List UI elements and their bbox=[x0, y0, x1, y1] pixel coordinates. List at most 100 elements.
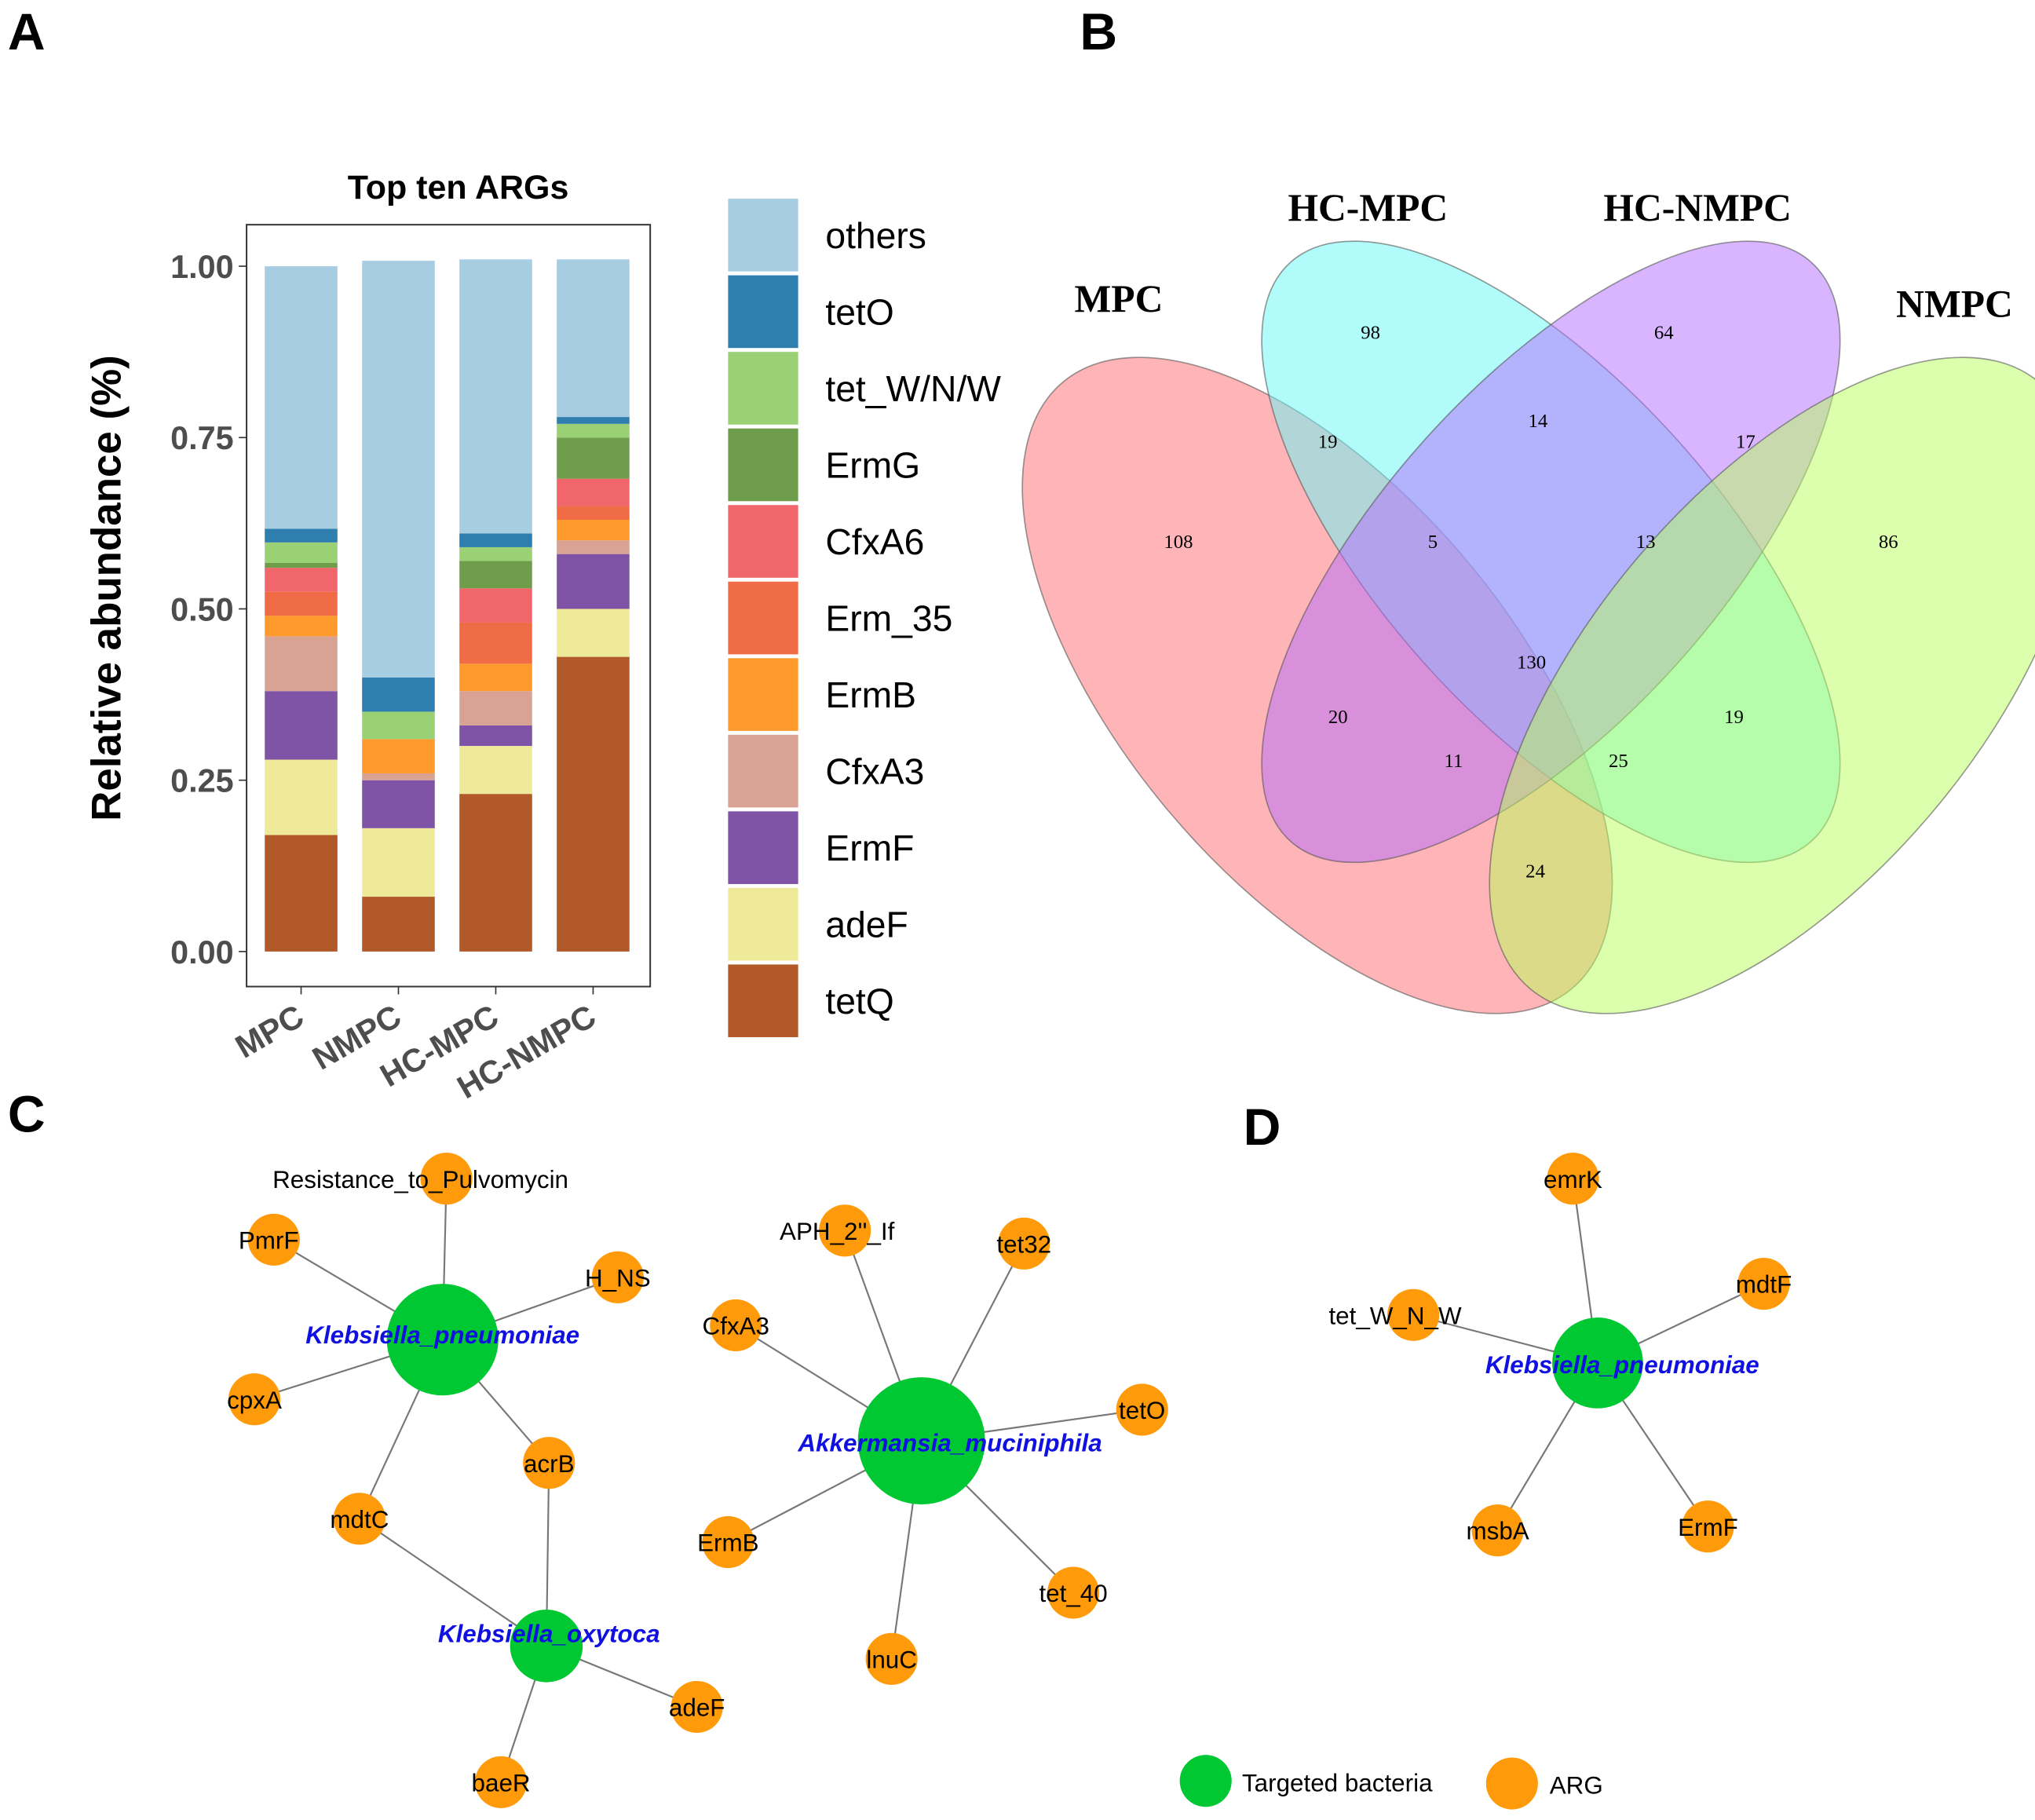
bacteria-node[interactable] bbox=[510, 1610, 583, 1683]
venn-set-label: MPC bbox=[1074, 277, 1163, 320]
arg-node-label: baeR bbox=[472, 1769, 531, 1796]
arg-node[interactable] bbox=[420, 1153, 473, 1205]
venn-region-count: 130 bbox=[1517, 652, 1546, 674]
legend-swatch-CfxA6 bbox=[728, 505, 798, 578]
legend-label: tetQ bbox=[825, 981, 893, 1021]
bar-segment-MPC-ErmF bbox=[265, 691, 338, 760]
venn-region-count: 17 bbox=[1736, 432, 1756, 453]
bar-segment-MPC-others bbox=[265, 266, 338, 529]
arg-node[interactable] bbox=[710, 1299, 762, 1352]
bar-segment-HC-MPC-tetQ bbox=[459, 794, 532, 952]
arg-node[interactable] bbox=[523, 1437, 575, 1489]
arg-node[interactable] bbox=[228, 1373, 281, 1426]
arg-node-label: tet_W_N_W bbox=[1328, 1302, 1462, 1329]
bar-segment-HC-NMPC-tetO bbox=[557, 417, 630, 424]
bar-segment-HC-NMPC-adeF bbox=[557, 608, 630, 657]
network-legend: Targeted bacteria ARG bbox=[1179, 1755, 1603, 1810]
bacteria-node-label: Klebsiella_pneumoniae bbox=[1485, 1351, 1759, 1379]
arg-node[interactable] bbox=[475, 1756, 528, 1808]
legend-swatch-ErmF bbox=[728, 811, 798, 884]
bacteria-legend-marker bbox=[1179, 1755, 1232, 1807]
bacteria-node[interactable] bbox=[386, 1284, 499, 1396]
venn-region-count: 19 bbox=[1724, 707, 1744, 728]
arg-node[interactable] bbox=[591, 1251, 644, 1303]
arg-legend-marker bbox=[1485, 1757, 1538, 1810]
arg-node[interactable] bbox=[670, 1680, 723, 1734]
bar-segment-MPC-tetO bbox=[265, 528, 338, 543]
legend-swatch-ErmB bbox=[728, 658, 798, 731]
arg-node[interactable] bbox=[1547, 1153, 1599, 1205]
bar-segment-HC-MPC-tet_W/N/W bbox=[459, 546, 532, 561]
bar-segment-HC-MPC-ErmF bbox=[459, 725, 532, 747]
bar-segment-HC-NMPC-tet_W/N/W bbox=[557, 423, 630, 438]
arg-node[interactable] bbox=[1737, 1258, 1790, 1310]
y-tick-label: 0.50 bbox=[170, 591, 233, 627]
legend-label: adeF bbox=[825, 905, 908, 945]
bar-segment-HC-NMPC-tetQ bbox=[557, 656, 630, 952]
arg-node[interactable] bbox=[1116, 1383, 1168, 1436]
bar-segment-HC-MPC-CfxA3 bbox=[459, 691, 532, 725]
arg-node[interactable] bbox=[333, 1493, 385, 1545]
bar-segment-HC-NMPC-ErmG bbox=[557, 437, 630, 479]
venn-diagram: MPC HC-MPC HC-NMPC NMPC 108 98 64 86 19 14 17 5 13 13… bbox=[1021, 186, 2035, 1014]
venn-set-NMPC bbox=[1489, 356, 2035, 1014]
bar-segment-HC-MPC-ErmB bbox=[459, 663, 532, 692]
legend-swatch-tetQ bbox=[728, 964, 798, 1037]
stacked-bar-chart: Top ten ARGs Relative abundance (%) 0.00… bbox=[84, 169, 1002, 1106]
venn-region-count: 14 bbox=[1528, 411, 1547, 432]
bar-segment-MPC-tetQ bbox=[265, 835, 338, 952]
arg-node-label: cpxA bbox=[227, 1387, 282, 1414]
legend-swatch-CfxA3 bbox=[728, 734, 798, 808]
arg-node[interactable] bbox=[702, 1515, 754, 1569]
legend-label: others bbox=[825, 215, 926, 256]
venn-region-count: 86 bbox=[1879, 532, 1898, 553]
arg-node-label: msbA bbox=[1467, 1518, 1529, 1545]
legend-label: CfxA3 bbox=[825, 751, 924, 792]
arg-node-label: tet_40 bbox=[1039, 1580, 1107, 1607]
venn-region-count: 98 bbox=[1361, 323, 1380, 344]
bacteria-node[interactable] bbox=[857, 1377, 985, 1505]
arg-node[interactable] bbox=[1387, 1288, 1440, 1341]
bacteria-node-label: Klebsiella_pneumoniae bbox=[305, 1321, 579, 1349]
bar-segment-HC-MPC-tetO bbox=[459, 533, 532, 547]
legend-label: tet_W/N/W bbox=[825, 368, 1001, 409]
bacteria-node-label: Akkermansia_muciniphila bbox=[797, 1429, 1102, 1456]
bar-segment-MPC-ErmB bbox=[265, 616, 338, 637]
venn-region-count: 20 bbox=[1328, 707, 1348, 728]
bar-segment-HC-MPC-adeF bbox=[459, 746, 532, 795]
arg-node[interactable] bbox=[1682, 1500, 1734, 1553]
legend-label: ErmG bbox=[825, 445, 920, 486]
arg-legend-label: ARG bbox=[1550, 1772, 1603, 1800]
bar-segment-HC-MPC-Erm_35 bbox=[459, 622, 532, 664]
arg-node-label: tet32 bbox=[996, 1230, 1051, 1258]
chart-title: Top ten ARGs bbox=[348, 169, 569, 206]
arg-node-label: tetO bbox=[1119, 1397, 1165, 1424]
arg-node-label: PmrF bbox=[239, 1226, 299, 1254]
legend-swatch-Erm_35 bbox=[728, 581, 798, 655]
arg-node[interactable] bbox=[998, 1217, 1050, 1270]
y-tick-label: 1.00 bbox=[170, 249, 233, 285]
legend-swatch-ErmG bbox=[728, 428, 798, 502]
panel-label-d: D bbox=[1244, 1098, 1281, 1157]
panel-label-c: C bbox=[8, 1086, 46, 1144]
arg-node-label: ErmF bbox=[1678, 1514, 1738, 1541]
bar-segment-HC-NMPC-ErmF bbox=[557, 554, 630, 609]
arg-node[interactable] bbox=[819, 1204, 871, 1257]
bar-segment-HC-MPC-others bbox=[459, 259, 532, 534]
bar-segment-MPC-tet_W/N/W bbox=[265, 542, 338, 564]
arg-node[interactable] bbox=[1471, 1504, 1524, 1557]
arg-node[interactable] bbox=[247, 1213, 300, 1266]
legend-label: ErmF bbox=[825, 828, 914, 868]
legend-label: Erm_35 bbox=[825, 598, 952, 639]
arg-node-label: lnuC bbox=[866, 1646, 917, 1673]
bar-segment-MPC-ErmG bbox=[265, 563, 338, 568]
edge bbox=[359, 1518, 547, 1647]
arg-node[interactable] bbox=[865, 1632, 918, 1685]
legend-label: tetO bbox=[825, 291, 893, 332]
arg-node[interactable] bbox=[1047, 1566, 1100, 1619]
bar-segment-NMPC-adeF bbox=[362, 828, 435, 897]
bacteria-node[interactable] bbox=[1552, 1317, 1643, 1409]
network-c: Resistance_to_Pulvomycin PmrF H_NS cpxA acrB… bbox=[227, 1153, 1168, 1808]
arg-node-label: ErmB bbox=[697, 1529, 758, 1557]
x-tick-label: MPC bbox=[229, 998, 310, 1065]
